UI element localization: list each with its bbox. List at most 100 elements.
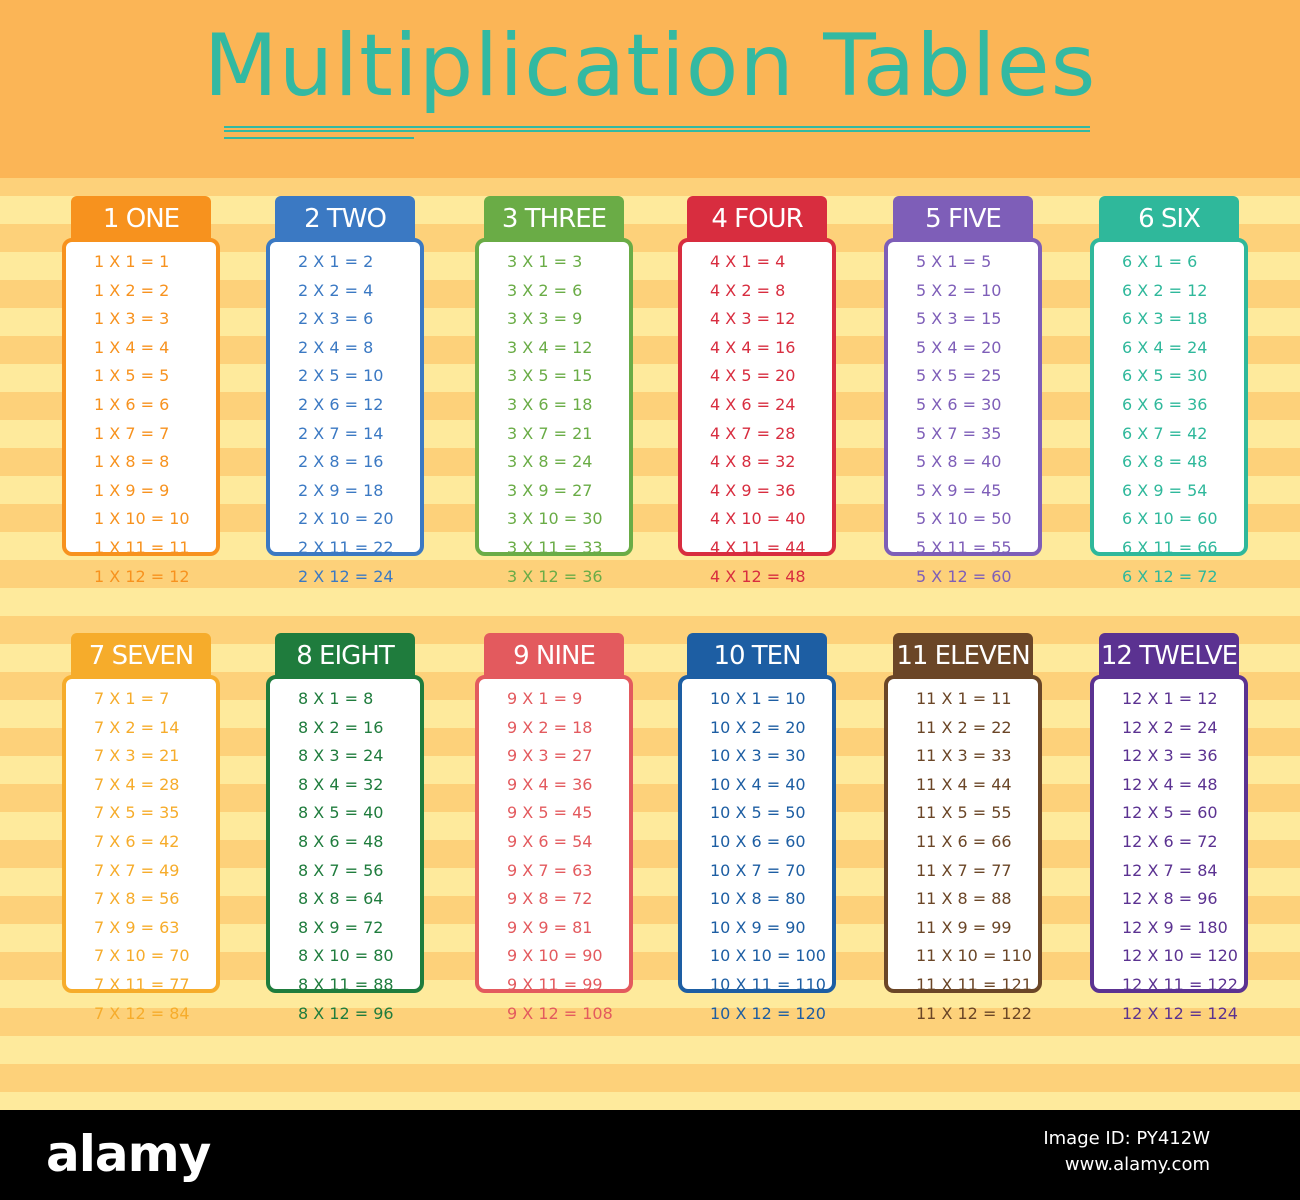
- equation-row: 3 X 6 = 18: [507, 394, 593, 414]
- poster-title: Multiplication Tables: [203, 16, 1097, 116]
- title-underline: [224, 126, 1090, 132]
- card-frame: [62, 238, 220, 556]
- times-table-card: 10 TEN 10 X 1 = 10 10 X 2 = 20 10 X 3 = 30 1…: [678, 633, 836, 1023]
- equation-row: 11 X 11 = 121: [916, 974, 1032, 994]
- equation-row: 7 X 1 = 7: [94, 689, 170, 708]
- equation-row: 4 X 6 = 24: [710, 394, 796, 414]
- card-frame: [475, 238, 633, 556]
- equation-row: 11 X 7 = 77: [916, 860, 1012, 880]
- equation-row: 2 X 8 = 16: [298, 452, 384, 472]
- equation-row: 8 X 8 = 64: [298, 889, 384, 909]
- title-band: [0, 0, 1300, 178]
- equation-row: 2 X 3 = 6: [298, 309, 374, 329]
- equation-row: 4 X 3 = 12: [710, 309, 796, 329]
- equation-list: 5 X 1 = 5 5 X 2 = 10 5 X 3 = 15 5 X 4 = 20 5…: [884, 248, 1042, 591]
- equation-row: 1 X 1 = 1: [94, 252, 170, 271]
- equation-row: 8 X 9 = 72: [298, 917, 384, 937]
- equation-row: 4 X 4 = 16: [710, 337, 796, 357]
- equation-row: 3 X 2 = 6: [507, 280, 583, 300]
- equation-row: 7 X 6 = 42: [94, 831, 180, 851]
- equation-row: 2 X 12 = 24: [298, 566, 394, 586]
- equation-row: 7 X 11 = 77: [94, 974, 190, 994]
- equation-row: 12 X 9 = 180: [1122, 917, 1228, 937]
- equation-row: 11 X 6 = 66: [916, 831, 1012, 851]
- equation-row: 1 X 10 = 10: [94, 509, 190, 529]
- equation-list: 6 X 1 = 6 6 X 2 = 12 6 X 3 = 18 6 X 4 = 24 6…: [1090, 248, 1248, 591]
- times-table-card: 3 THREE 3 X 1 = 3 3 X 2 = 6 3 X 3 = 9 3 X 4 …: [475, 196, 633, 586]
- equation-row: 5 X 5 = 25: [916, 366, 1002, 386]
- equation-row: 4 X 2 = 8: [710, 280, 786, 300]
- card-header: 6 SIX: [1099, 196, 1239, 242]
- equation-row: 8 X 3 = 24: [298, 746, 384, 766]
- equation-list: 10 X 1 = 10 10 X 2 = 20 10 X 3 = 30 10 X 4 …: [678, 685, 836, 1028]
- equation-row: 2 X 1 = 2: [298, 252, 374, 271]
- equation-row: 1 X 12 = 12: [94, 566, 190, 586]
- equation-row: 3 X 11 = 33: [507, 537, 603, 557]
- equation-row: 1 X 8 = 8: [94, 452, 170, 472]
- title-underline-accent: [224, 137, 414, 139]
- equation-row: 12 X 2 = 24: [1122, 717, 1218, 737]
- equation-row: 7 X 2 = 14: [94, 717, 180, 737]
- times-table-card: 4 FOUR 4 X 1 = 4 4 X 2 = 8 4 X 3 = 12 4 X 4 …: [678, 196, 836, 586]
- equation-row: 10 X 3 = 30: [710, 746, 806, 766]
- equation-row: 3 X 5 = 15: [507, 366, 593, 386]
- times-table-card: 8 EIGHT 8 X 1 = 8 8 X 2 = 16 8 X 3 = 24 8 X …: [266, 633, 424, 1023]
- card-header: 4 FOUR: [687, 196, 827, 242]
- card-header: 1 ONE: [71, 196, 211, 242]
- equation-row: 12 X 7 = 84: [1122, 860, 1218, 880]
- times-table-card: 11 ELEVEN 11 X 1 = 11 11 X 2 = 22 11 X 3 = …: [884, 633, 1042, 1023]
- equation-row: 8 X 6 = 48: [298, 831, 384, 851]
- card-frame: [266, 675, 424, 993]
- equation-list: 7 X 1 = 7 7 X 2 = 14 7 X 3 = 21 7 X 4 = 28 7…: [62, 685, 220, 1028]
- equation-row: 3 X 8 = 24: [507, 452, 593, 472]
- equation-row: 6 X 2 = 12: [1122, 280, 1208, 300]
- equation-row: 5 X 1 = 5: [916, 252, 992, 271]
- equation-row: 8 X 10 = 80: [298, 946, 394, 966]
- card-header: 5 FIVE: [893, 196, 1033, 242]
- equation-row: 10 X 4 = 40: [710, 774, 806, 794]
- equation-row: 7 X 5 = 35: [94, 803, 180, 823]
- equation-row: 10 X 5 = 50: [710, 803, 806, 823]
- equation-row: 12 X 8 = 96: [1122, 889, 1218, 909]
- card-header: 7 SEVEN: [71, 633, 211, 679]
- equation-row: 12 X 1 = 12: [1122, 689, 1218, 708]
- equation-row: 8 X 5 = 40: [298, 803, 384, 823]
- image-id-label: Image ID: PY412W: [1043, 1128, 1210, 1149]
- equation-row: 6 X 10 = 60: [1122, 509, 1218, 529]
- equation-row: 8 X 2 = 16: [298, 717, 384, 737]
- equation-row: 7 X 8 = 56: [94, 889, 180, 909]
- card-frame: [475, 675, 633, 993]
- equation-row: 11 X 1 = 11: [916, 689, 1012, 708]
- equation-row: 7 X 9 = 63: [94, 917, 180, 937]
- equation-row: 11 X 10 = 110: [916, 946, 1032, 966]
- equation-row: 6 X 4 = 24: [1122, 337, 1208, 357]
- equation-row: 5 X 7 = 35: [916, 423, 1002, 443]
- equation-row: 9 X 10 = 90: [507, 946, 603, 966]
- equation-row: 10 X 6 = 60: [710, 831, 806, 851]
- equation-row: 4 X 12 = 48: [710, 566, 806, 586]
- card-header: 3 THREE: [484, 196, 624, 242]
- equation-row: 9 X 8 = 72: [507, 889, 593, 909]
- equation-row: 8 X 7 = 56: [298, 860, 384, 880]
- equation-row: 6 X 8 = 48: [1122, 452, 1208, 472]
- equation-row: 4 X 7 = 28: [710, 423, 796, 443]
- equation-row: 6 X 3 = 18: [1122, 309, 1208, 329]
- equation-row: 6 X 6 = 36: [1122, 394, 1208, 414]
- equation-row: 2 X 7 = 14: [298, 423, 384, 443]
- equation-row: 11 X 4 = 44: [916, 774, 1012, 794]
- card-frame: [1090, 238, 1248, 556]
- equation-row: 6 X 12 = 72: [1122, 566, 1218, 586]
- equation-row: 9 X 2 = 18: [507, 717, 593, 737]
- equation-row: 11 X 5 = 55: [916, 803, 1012, 823]
- equation-row: 7 X 7 = 49: [94, 860, 180, 880]
- equation-row: 10 X 2 = 20: [710, 717, 806, 737]
- equation-row: 10 X 7 = 70: [710, 860, 806, 880]
- equation-row: 11 X 8 = 88: [916, 889, 1012, 909]
- equation-row: 5 X 12 = 60: [916, 566, 1012, 586]
- equation-row: 7 X 3 = 21: [94, 746, 180, 766]
- equation-row: 8 X 1 = 8: [298, 689, 374, 708]
- card-frame: [884, 238, 1042, 556]
- equation-row: 10 X 1 = 10: [710, 689, 806, 708]
- equation-row: 9 X 1 = 9: [507, 689, 583, 708]
- equation-row: 9 X 4 = 36: [507, 774, 593, 794]
